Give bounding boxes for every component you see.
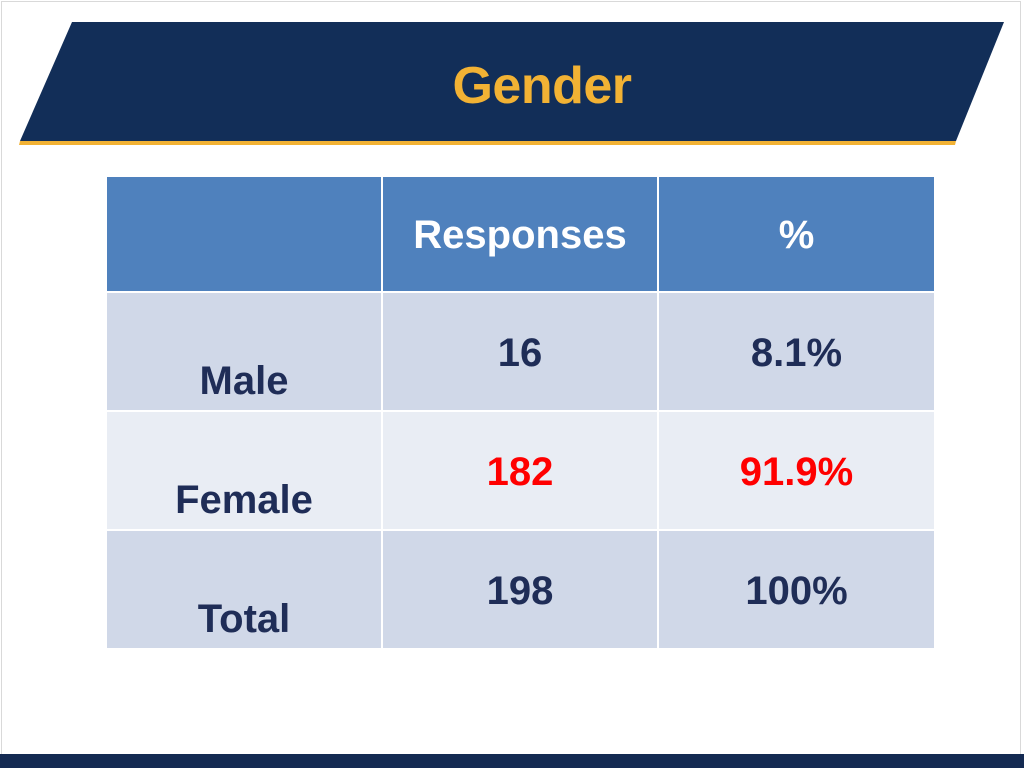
row-label-female: Female: [105, 410, 383, 531]
male-percent: 8.1%: [657, 291, 936, 412]
total-percent: 100%: [657, 529, 936, 650]
gender-table: Responses % Male 16 8.1% Female 182 91.9…: [105, 175, 936, 650]
row-label-male: Male: [105, 291, 383, 412]
banner-parallelogram: [20, 22, 1004, 141]
header-cell-responses: Responses: [381, 175, 659, 293]
title-banner-shape: [19, 22, 1004, 145]
female-percent: 91.9%: [657, 410, 936, 531]
table-row-total: Total 198 100%: [105, 529, 936, 650]
total-responses: 198: [381, 529, 659, 650]
bottom-bar: [0, 754, 1024, 768]
table-row-male: Male 16 8.1%: [105, 291, 936, 412]
table-header-row: Responses %: [105, 175, 936, 293]
banner-underline: [19, 141, 956, 145]
title-banner: [0, 0, 1024, 160]
table-row-female: Female 182 91.9%: [105, 410, 936, 531]
female-responses: 182: [381, 410, 659, 531]
row-label-total: Total: [105, 529, 383, 650]
header-cell-percent: %: [657, 175, 936, 293]
slide-title: Gender: [452, 57, 632, 115]
header-cell-empty: [105, 175, 383, 293]
male-responses: 16: [381, 291, 659, 412]
